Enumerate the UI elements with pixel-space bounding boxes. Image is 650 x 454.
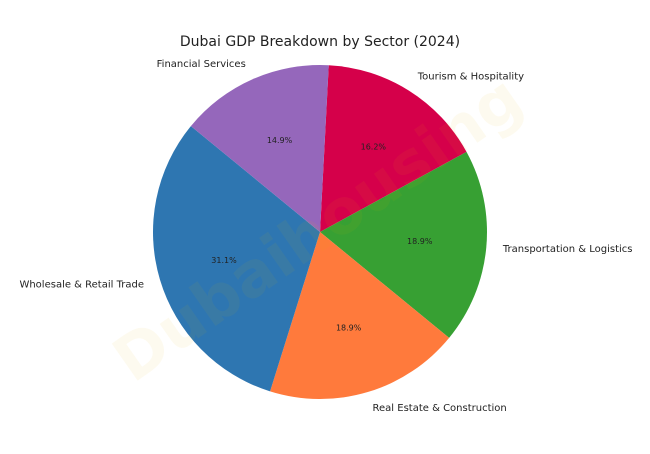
percent-label: 16.2% [361,143,387,152]
percent-label: 18.9% [336,324,362,333]
slice-label: Financial Services [157,59,246,70]
pie-slice [270,232,450,399]
pie-slice [320,65,467,232]
percent-label: 14.9% [267,136,293,145]
pie-slice [152,126,320,392]
chart-title: Dubai GDP Breakdown by Sector (2024) [180,34,460,50]
slice-label: Wholesale & Retail Trade [19,280,144,291]
pie-slice [320,151,487,338]
slice-label: Tourism & Hospitality [417,71,524,82]
slice-label: Real Estate & Construction [373,403,507,414]
pie-slice [190,64,329,232]
percent-label: 18.9% [407,237,433,246]
slice-label: Transportation & Logistics [502,244,633,255]
percent-label: 31.1% [211,256,237,265]
